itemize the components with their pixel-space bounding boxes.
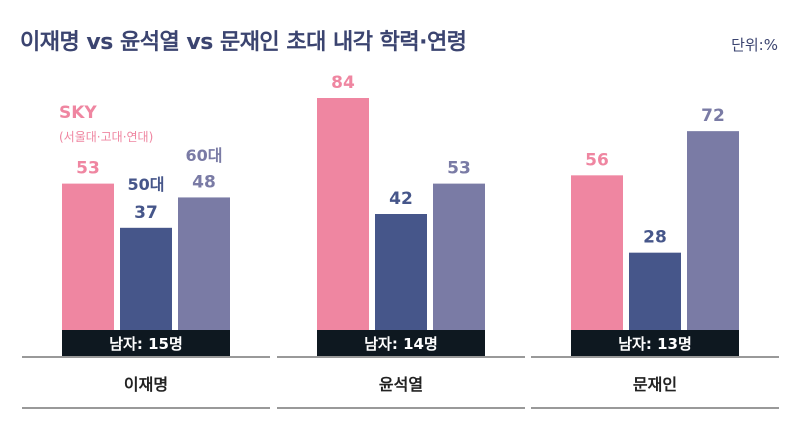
bar-3-2 <box>433 183 485 356</box>
male-count-label-1: 남자: 15명 <box>109 335 183 353</box>
value-label-2-1: 37 <box>134 203 158 223</box>
bar-3-3 <box>687 131 739 356</box>
male-count-bar-2 <box>317 330 485 356</box>
value-label-3-1: 48 <box>192 172 216 192</box>
legend-sky-label: SKY <box>59 103 97 123</box>
legend-sky-sublabel: (서울대·고대·연대) <box>59 130 153 144</box>
value-label-3-3: 72 <box>701 106 725 126</box>
category-label-3: 문재인 <box>633 375 677 394</box>
category-label-2: 윤석열 <box>379 375 423 394</box>
value-label-1-3: 56 <box>585 150 609 170</box>
category-label-1: 이재명 <box>124 375 168 394</box>
unit-label: 단위:% <box>731 36 778 54</box>
chart-title: 이재명 vs 윤석열 vs 문재인 초대 내각 학력·연령 <box>20 30 467 55</box>
value-label-2-2: 42 <box>389 189 413 209</box>
value-label-1-2: 84 <box>331 73 355 93</box>
bar-1-1 <box>62 183 114 356</box>
value-label-2-3: 28 <box>643 228 667 248</box>
bar-3-1 <box>178 197 230 356</box>
value-label-3-2: 53 <box>447 159 471 179</box>
legend-60s-label: 60대 <box>186 146 223 165</box>
value-label-1-1: 53 <box>76 159 100 179</box>
male-count-bar-1 <box>62 330 230 356</box>
bar-1-2 <box>317 98 369 356</box>
male-count-bar-3 <box>571 330 739 356</box>
legend-50s-label: 50대 <box>128 175 165 194</box>
male-count-label-2: 남자: 14명 <box>364 335 438 353</box>
male-count-label-3: 남자: 13명 <box>618 335 692 353</box>
bar-1-3 <box>571 175 623 356</box>
